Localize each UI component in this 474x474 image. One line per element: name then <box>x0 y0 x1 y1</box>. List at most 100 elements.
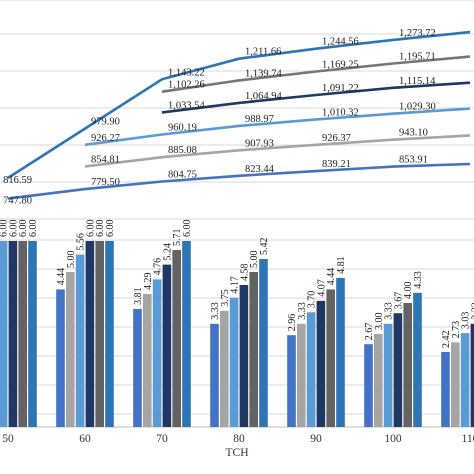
bar-data-label: 3.33 <box>210 302 221 320</box>
bar <box>28 241 37 427</box>
bar-data-labels: 6.006.006.006.006.006.004.445.005.566.00… <box>0 220 474 349</box>
x-tick-label: 70 <box>156 433 168 445</box>
bar <box>172 250 181 427</box>
bar <box>66 272 75 427</box>
bar-data-label: 5.42 <box>259 238 270 256</box>
bar-data-label: 3.33 <box>297 302 308 320</box>
line-data-label: 926.27 <box>91 133 120 144</box>
line-data-label: 1,102.26 <box>168 80 205 91</box>
bar-data-label: 6.00 <box>182 220 193 238</box>
bar <box>287 335 296 427</box>
bar-data-label: 4.17 <box>230 276 241 294</box>
bar <box>374 334 383 427</box>
bar-data-label: 6.00 <box>18 220 29 238</box>
bar-data-label: 6.00 <box>85 220 96 238</box>
bar-data-label: 4.44 <box>326 268 337 286</box>
bar <box>220 310 229 428</box>
line-data-label: 779.50 <box>91 177 120 188</box>
bar <box>393 313 403 427</box>
line-data-label: 943.10 <box>399 128 428 139</box>
line-series-3 <box>161 81 471 114</box>
bar <box>259 259 268 427</box>
line-data-label: 1,029.30 <box>399 102 436 113</box>
bar <box>316 300 326 427</box>
bar-data-label: 2.42 <box>441 331 452 349</box>
bar <box>95 241 104 427</box>
bar <box>143 294 152 427</box>
line-data-label: 960.19 <box>168 123 197 134</box>
bar <box>297 323 306 427</box>
bar-data-label: 5.00 <box>66 251 77 269</box>
bar-data-label: 4.07 <box>316 279 327 297</box>
line-series-5 <box>84 134 471 168</box>
bar-data-label: 4.29 <box>143 273 154 291</box>
line-data-label: 907.93 <box>245 138 274 149</box>
bar <box>306 312 316 427</box>
bar <box>152 279 162 427</box>
line-series-1 <box>7 30 471 179</box>
bar-data-label: 4.76 <box>153 258 164 276</box>
bar <box>0 241 8 427</box>
bar <box>413 292 422 427</box>
x-tick-label: 100 <box>384 433 402 445</box>
bar-data-label: 6.00 <box>0 220 10 238</box>
line-data-label: 988.97 <box>245 114 274 125</box>
line-data-label: 839.21 <box>322 159 351 170</box>
bar <box>326 289 335 427</box>
bar-data-label: 4.00 <box>403 282 414 300</box>
bar-data-label: 5.71 <box>172 229 183 247</box>
line-data-label: 747.80 <box>3 196 32 207</box>
bar-data-label: 2.67 <box>364 323 375 341</box>
line-series-2 <box>161 55 471 93</box>
bar-data-label: 6.00 <box>95 220 106 238</box>
bar <box>105 241 114 427</box>
x-tick-label: 50 <box>2 433 14 445</box>
line-data-labels: 816.59 979.90 1,143.22 1,211.66 1,244.56 1,27… <box>3 28 436 207</box>
bar <box>451 342 460 427</box>
bar-data-label: 3.03 <box>461 312 472 330</box>
line-data-label: 1,273.72 <box>399 28 436 39</box>
line-data-label: 926.37 <box>322 133 351 144</box>
bar-data-label: 3.67 <box>393 292 404 310</box>
bar-data-label: 4.33 <box>413 271 424 289</box>
line-data-label: 1,244.56 <box>322 37 359 48</box>
bar-data-label: 4.58 <box>239 264 250 282</box>
line-series-6 <box>7 162 471 200</box>
line-data-label: 1,064.94 <box>245 91 283 102</box>
bar <box>18 241 27 427</box>
bar <box>249 272 258 427</box>
bar-data-label: 6.00 <box>28 220 39 238</box>
bar <box>75 254 85 427</box>
line-data-label: 1,139.74 <box>245 68 283 79</box>
bar-data-label: 5.56 <box>76 233 87 251</box>
line-data-label: 823.44 <box>245 164 275 175</box>
x-tick-label: 90 <box>310 433 322 445</box>
bar <box>85 241 95 427</box>
line-data-label: 853.91 <box>399 155 428 166</box>
bar-data-label: 3.33 <box>470 302 474 320</box>
bar-data-label: 3.70 <box>307 291 318 309</box>
bar <box>239 285 249 427</box>
bar-data-label: 3.33 <box>384 302 395 320</box>
line-series <box>7 30 471 200</box>
bar-series <box>0 241 474 428</box>
x-tick-label: 80 <box>233 433 245 445</box>
bar-data-label: 3.81 <box>133 287 144 305</box>
line-series-4 <box>84 107 471 147</box>
bar-data-label: 3.00 <box>374 313 385 331</box>
bar-data-label: 5.00 <box>249 251 260 269</box>
line-data-label: 1,195.71 <box>399 51 436 62</box>
x-axis-ticks: 50 60 70 80 90 100 110 <box>2 433 474 445</box>
bar-data-label: 4.44 <box>56 268 67 286</box>
bar-data-label: 6.00 <box>105 220 116 238</box>
x-tick-label: 110 <box>462 433 474 445</box>
bar-data-label: 5.24 <box>162 243 173 261</box>
line-data-label: 1,010.32 <box>322 107 359 118</box>
line-data-label: 1,169.25 <box>322 59 359 70</box>
bar-data-label: 2.96 <box>287 314 298 332</box>
line-data-label: 1,211.66 <box>245 47 281 58</box>
bar-data-label: 3.75 <box>220 289 231 307</box>
x-axis-title: TCH <box>226 447 249 459</box>
bar <box>383 323 393 427</box>
